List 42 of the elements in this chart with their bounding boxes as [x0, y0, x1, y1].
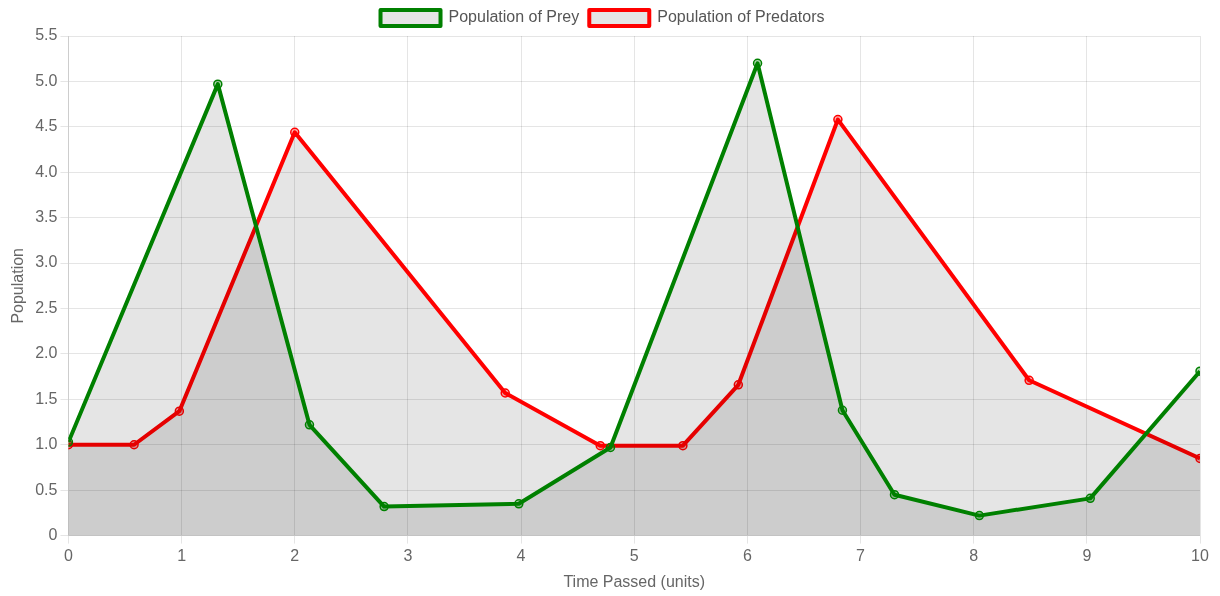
point — [889, 489, 900, 500]
legend-label: Population of Predators — [657, 8, 825, 26]
point — [514, 499, 524, 509]
point — [595, 440, 606, 451]
y-tick-label: 0 — [48, 526, 58, 544]
x-tick-label: 2 — [290, 546, 300, 564]
x-tick-label: 10 — [1191, 546, 1209, 564]
y-tick-label: 1.0 — [35, 435, 58, 453]
y-tick-label: 1.5 — [35, 389, 58, 407]
y-tick-label: 5.5 — [35, 26, 58, 44]
point — [500, 388, 510, 398]
y-tick-label: 5.0 — [35, 71, 58, 89]
y-axis-title: Population — [9, 247, 27, 324]
y-tick-label: 0.5 — [35, 480, 58, 498]
point — [379, 501, 389, 512]
legend-label: Population of Prey — [448, 8, 580, 26]
point — [304, 420, 315, 430]
y-tick-label: 4.5 — [35, 117, 58, 135]
x-tick-label: 3 — [403, 546, 413, 564]
x-axis-title: Time Passed (units) — [563, 572, 706, 590]
point — [605, 442, 616, 453]
point — [833, 114, 843, 125]
point — [290, 127, 300, 138]
y-tick-label: 2.0 — [35, 344, 58, 362]
point — [213, 79, 223, 89]
point — [1085, 493, 1095, 504]
y-tick-label: 3.5 — [35, 208, 58, 226]
point — [974, 510, 985, 521]
y-tick-label: 2.5 — [35, 298, 58, 316]
x-tick-label: 8 — [969, 546, 979, 564]
x-tick-label: 7 — [856, 546, 866, 564]
point — [1024, 375, 1034, 386]
y-tick-label: 4.0 — [35, 162, 58, 180]
point — [752, 58, 763, 68]
x-tick-label: 4 — [516, 546, 526, 564]
x-tick-label: 1 — [177, 546, 187, 564]
x-tick-label: 9 — [1082, 546, 1092, 564]
x-tick-label: 5 — [629, 546, 639, 564]
x-tick-label: 6 — [742, 546, 752, 564]
y-tick-label: 3.0 — [35, 253, 58, 271]
x-tick-label: 0 — [63, 546, 73, 564]
point — [837, 405, 848, 415]
